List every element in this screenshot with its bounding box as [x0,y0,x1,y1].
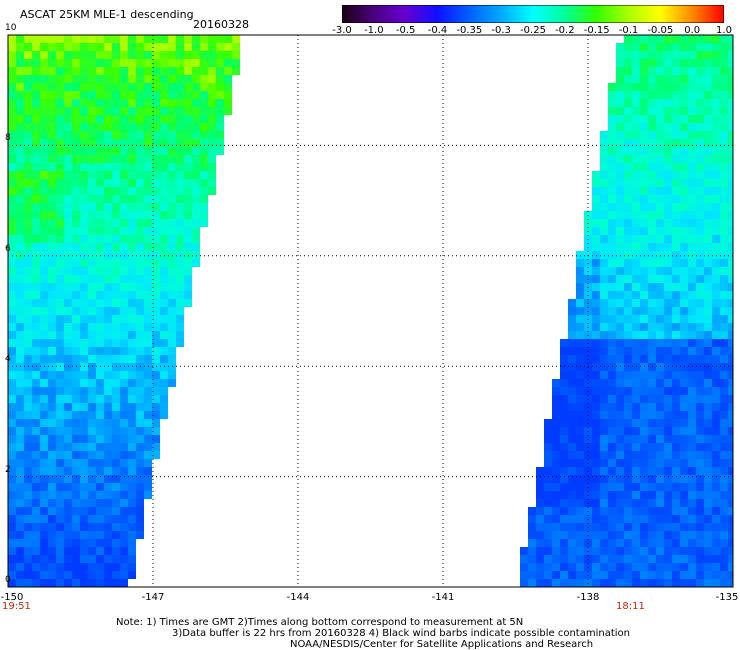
y-tick-label: 4 [5,354,11,365]
right-swath-field [520,35,733,587]
y-tick-label: 8 [5,133,11,144]
timestamp-left: 19:51 [2,601,31,612]
colorbar-label: -0.05 [647,25,674,36]
y-tick-label: 6 [5,243,11,254]
colorbar-label: -1.0 [364,25,384,36]
footnote-line-2: 3)Data buffer is 22 hrs from 20160328 4)… [172,628,630,639]
timestamp-right: 18:11 [616,601,645,612]
colorbar-labels: -3.0 -1.0 -0.5 -0.4 -0.35 -0.3 -0.25 -0.2 -0.15-… [0,25,740,39]
y-tick-label: 0 [5,575,11,585]
y-tick-label: 2 [5,464,11,475]
colorbar-label: -3.0 [332,25,352,36]
x-tick-label: -150 [0,592,24,603]
y-tick-label: 10 [5,23,17,33]
footnote-line-1: Note: 1) Times are GMT 2)Times along bot… [116,617,524,628]
colorbar-label: 1.0 [716,25,732,36]
graticule [8,35,733,587]
x-tick-label: -141 [431,592,455,603]
colorbar-label: -0.15 [583,25,610,36]
x-tick-label: -144 [286,592,310,603]
chart-title: ASCAT 25KM MLE-1 descending [20,8,194,21]
footnote-line-3: NOAA/NESDIS/Center for Satellite Applica… [290,639,594,650]
chart-date: 20160328 [193,18,249,31]
plot-frame [7,34,734,588]
colorbar-label: 0.0 [684,25,701,36]
colorbar-label: -0.2 [555,25,575,36]
colorbar-label: -0.5 [395,25,416,36]
colorbar-label: -0.4 [427,25,448,36]
colorbar-label: -0.1 [618,25,639,36]
colorbar [342,5,724,23]
x-tick-label: -147 [141,592,165,603]
colorbar-label: -0.25 [520,25,546,36]
left-swath-field [8,35,240,587]
x-tick-label: -138 [576,592,600,603]
colorbar-gradient [342,5,724,23]
colorbar-label: -0.3 [491,25,511,36]
x-tick-label: -135 [715,592,739,603]
colorbar-label: -0.35 [456,25,483,36]
